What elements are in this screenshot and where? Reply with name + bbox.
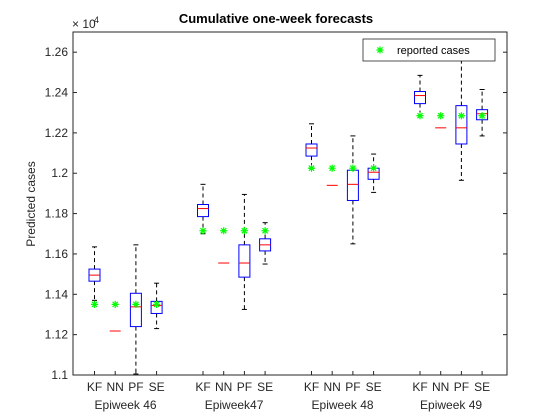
y-tick-label: 1.14: [45, 287, 69, 301]
box-group: [414, 40, 489, 181]
group-label: Epiweek47: [205, 398, 264, 412]
x-tick-label: NN: [432, 380, 449, 394]
reported-marker: [437, 112, 445, 120]
box-pf: [129, 292, 142, 328]
group-label: Epiweek 46: [95, 398, 157, 412]
x-tick-label: KF: [195, 380, 210, 394]
legend-star-stroke: [376, 46, 384, 54]
reported-marker: [457, 112, 465, 120]
reported-marker-stroke: [437, 112, 444, 119]
x-tick-label: KF: [412, 380, 427, 394]
y-tick-label: 1.2: [51, 166, 68, 180]
reported-marker-stroke: [416, 112, 424, 119]
reported-marker: [307, 164, 316, 172]
box-kf: [305, 143, 318, 157]
x-tick-label: KF: [87, 380, 102, 394]
reported-marker: [199, 227, 207, 235]
chart-title: Cumulative one-week forecasts: [179, 11, 373, 26]
box-group: [305, 123, 380, 245]
plot-area: [72, 31, 508, 376]
reported-marker: [132, 300, 140, 308]
reported-marker-stroke: [153, 301, 160, 308]
reported-marker: [111, 300, 119, 308]
reported-marker-stroke: [220, 227, 227, 234]
box-group: [197, 183, 272, 310]
box-group: [88, 244, 163, 375]
x-tick-label: SE: [257, 380, 273, 394]
y-axis: 1.1 1.12 1.14 1.16 1.18 1.2 1.22 1.24 1.26: [45, 45, 507, 382]
reported-marker-stroke: [199, 227, 207, 234]
x-tick-label: PF: [454, 380, 469, 394]
y-tick-label: 1.18: [45, 207, 69, 221]
reported-marker: [328, 164, 336, 172]
y-tick-label: 1.16: [45, 247, 69, 261]
group-label: Epiweek 49: [420, 398, 482, 412]
reported-marker-stroke: [132, 301, 139, 308]
y-exponent-label: × 10 4: [72, 15, 99, 31]
legend: reported cases: [362, 38, 496, 62]
reported-marker-stroke: [308, 165, 315, 172]
reported-marker-stroke: [262, 227, 269, 234]
x-tick-label: NN: [215, 380, 232, 394]
x-tick-label: SE: [366, 380, 382, 394]
reported-marker: [240, 227, 248, 235]
y-axis-label: Predicted cases: [24, 161, 38, 246]
reported-marker: [478, 112, 486, 120]
reported-marker-stroke: [112, 301, 119, 308]
box-se: [476, 109, 489, 121]
reported-marker-stroke: [458, 112, 465, 119]
box-pf: [238, 244, 251, 278]
x-tick-label: NN: [324, 380, 341, 394]
box-pf: [455, 105, 468, 145]
group-label: Epiweek 48: [312, 398, 374, 412]
reported-marker-stroke: [370, 165, 377, 172]
reported-marker-stroke: [349, 165, 356, 172]
x-tick-label: SE: [149, 380, 165, 394]
x-tick-label: PF: [237, 380, 252, 394]
reported-marker-stroke: [479, 112, 486, 119]
reported-marker: [416, 112, 424, 120]
reported-marker: [370, 164, 378, 172]
reported-marker: [349, 164, 357, 172]
reported-marker-stroke: [91, 301, 98, 308]
box-kf: [197, 204, 209, 218]
plot-marks: [88, 40, 489, 375]
box-kf: [414, 91, 426, 105]
x-tick-label: PF: [345, 380, 360, 394]
reported-marker-stroke: [329, 165, 336, 172]
x-tick-label: NN: [107, 380, 124, 394]
legend-marker: [376, 46, 384, 54]
reported-marker: [261, 227, 269, 235]
y-tick-label: 1.24: [45, 86, 69, 100]
x-tick-label: SE: [474, 380, 490, 394]
legend-box: [362, 38, 496, 62]
y-tick-label: 1.12: [45, 328, 69, 342]
reported-marker: [220, 227, 228, 235]
legend-label: reported cases: [397, 45, 470, 57]
reported-marker-stroke: [241, 227, 248, 234]
y-exponent-base: × 10: [72, 17, 96, 31]
reported-marker: [153, 300, 161, 308]
y-tick-label: 1.22: [45, 126, 69, 140]
x-axis: KF NN PF SE Epiweek 46 KF NN PF SE Epiweek47 KF NN P…: [87, 371, 490, 412]
y-exponent-power: 4: [94, 15, 99, 25]
y-tick-label: 1.26: [45, 45, 69, 59]
x-tick-label: PF: [128, 380, 143, 394]
x-tick-label: KF: [304, 380, 319, 394]
reported-marker: [90, 300, 99, 308]
y-tick-label: 1.1: [51, 368, 68, 382]
legend-star: [376, 46, 384, 54]
